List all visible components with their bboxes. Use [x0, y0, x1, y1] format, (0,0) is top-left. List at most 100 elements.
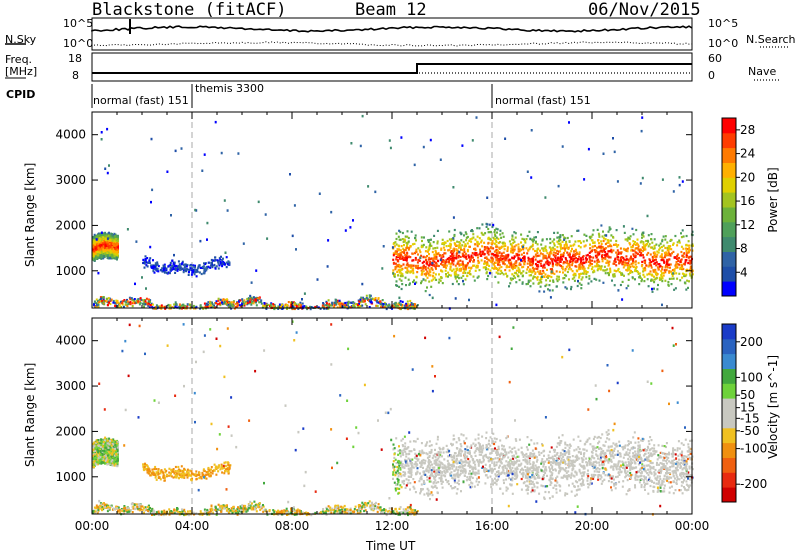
scatter-cell [294, 302, 297, 305]
scatter-cell [536, 270, 539, 273]
scatter-cell [542, 264, 545, 267]
scatter-cell [186, 263, 189, 267]
scatter-cell [93, 250, 96, 253]
scatter-cell [621, 280, 624, 283]
scatter-cell [501, 255, 504, 258]
scatter-cell [414, 234, 417, 237]
scatter-cell [168, 304, 171, 307]
scatter-cell [216, 259, 219, 262]
scatter-cell [602, 281, 605, 284]
scatter-cell [668, 277, 671, 280]
scatter-cell [396, 304, 399, 307]
scatter-cell [166, 271, 168, 274]
scatter-cell [661, 266, 664, 269]
scatter-cell [632, 233, 635, 236]
scatter-cell [433, 264, 435, 267]
scatter-cell [477, 261, 480, 264]
scatter-cell [578, 274, 581, 277]
scatter-cell [653, 247, 656, 250]
scatter-cell [299, 301, 302, 304]
scatter-cell [496, 231, 498, 234]
scatter-cell [467, 271, 470, 274]
scatter-cell [524, 241, 527, 244]
scatter-cell [458, 244, 461, 247]
scatter-cell [668, 253, 671, 256]
scatter-cell [610, 234, 613, 237]
scatter-cell [442, 255, 445, 258]
scatter-cell [94, 247, 97, 250]
scatter-cell [445, 260, 448, 263]
scatter-cell [521, 282, 524, 285]
scatter-cell [543, 275, 546, 278]
scatter-cell [405, 254, 408, 257]
scatter-cell [676, 257, 679, 260]
scatter-cell [210, 264, 213, 267]
scatter-cell [401, 303, 404, 306]
scatter-cell [529, 268, 531, 271]
scatter-cell [423, 273, 426, 276]
scatter-cell [592, 229, 595, 232]
scatter-cell [630, 255, 632, 258]
scatter-cell [607, 255, 609, 258]
scatter-cell [104, 243, 107, 246]
scatter-cell [686, 268, 688, 271]
scatter-cell [442, 265, 445, 268]
scatter-cell [109, 251, 112, 254]
scatter-cell [659, 247, 662, 250]
scatter-cell [607, 264, 610, 267]
scatter-cell [487, 242, 490, 245]
scatter-cell [448, 260, 450, 264]
scatter-cell [396, 284, 399, 287]
scatter-cell [602, 239, 605, 243]
scatter-cell [407, 278, 410, 281]
scatter-cell [661, 268, 664, 271]
scatter-cell [473, 247, 475, 251]
scatter-cell [525, 271, 528, 274]
scatter-cell [403, 249, 406, 252]
scatter-cell [500, 259, 502, 262]
scatter-cell [631, 276, 634, 279]
scatter-cell [394, 266, 397, 269]
scatter-cell [668, 270, 671, 273]
scatter-cell [400, 268, 403, 271]
scatter-cell [562, 281, 565, 284]
scatter-cell [581, 267, 584, 270]
scatter-cell [456, 267, 459, 270]
scatter-cell [596, 253, 599, 256]
scatter-cell [551, 268, 553, 271]
scatter-cell [511, 268, 514, 271]
scatter-cell [676, 266, 679, 269]
scatter-cell [406, 303, 409, 306]
scatter-cell [177, 266, 180, 269]
scatter-cell [631, 257, 634, 261]
scatter-cell [432, 257, 435, 260]
scatter-cell [449, 266, 452, 269]
scatter-cell [575, 251, 578, 254]
scatter-cell [437, 264, 440, 268]
scatter-cell [622, 260, 624, 263]
scatter-cell [113, 235, 116, 238]
scatter-cell [500, 252, 503, 255]
scatter-cell [534, 263, 537, 266]
scatter-cell [543, 247, 546, 250]
scatter-cell [481, 250, 484, 253]
scatter-cell [564, 247, 567, 250]
scatter-cell [598, 234, 601, 237]
scatter-cell [567, 264, 570, 267]
scatter-cell [540, 272, 543, 275]
scatter-cell [462, 283, 465, 286]
scatter-cell [676, 241, 679, 244]
scatter-cell [412, 267, 415, 270]
scatter-cell [542, 254, 545, 257]
scatter-cell [678, 263, 681, 266]
scatter-cell [683, 263, 686, 266]
scatter-cell [184, 264, 187, 267]
scatter-cell [173, 264, 176, 268]
scatter-cell [531, 245, 534, 248]
scatter-cell [571, 270, 574, 273]
scatter-cell [105, 239, 107, 242]
scatter-cell [487, 231, 490, 234]
scatter-cell [578, 264, 581, 267]
scatter-cell [96, 235, 99, 238]
scatter-cell [399, 249, 402, 252]
